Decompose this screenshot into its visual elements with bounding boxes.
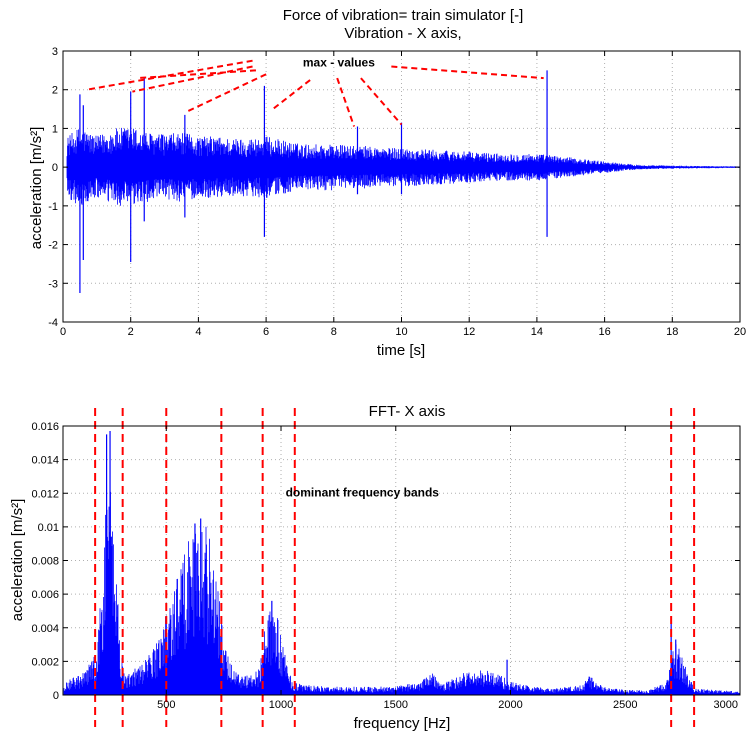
bottom-yaxis-label: acceleration [m/s²]	[9, 499, 26, 622]
bottom-chart-title: FFT- X axis	[369, 403, 446, 420]
top-chart-title: Force of vibration= train simulator [-]	[283, 7, 524, 24]
bottom-annotation: dominant frequency bands	[286, 486, 440, 500]
bottom-x-tick-label: 500	[157, 699, 175, 711]
max-values-pointer	[336, 77, 356, 127]
bottom-y-tick-label: 0.012	[31, 488, 59, 500]
max-values-pointer	[360, 77, 403, 126]
bottom-y-tick-label: 0.004	[31, 623, 59, 635]
top-x-tick-label: 4	[195, 326, 201, 338]
max-values-pointer	[86, 59, 253, 91]
top-yaxis-label: acceleration [m/s²]	[28, 127, 45, 250]
time-domain-chart: Force of vibration= train simulator [-] …	[28, 7, 746, 359]
bottom-y-tick-label: 0	[53, 690, 59, 702]
top-y-tick-label: 1	[52, 123, 58, 135]
fft-chart: FFT- X axis dominant frequency bands 500…	[9, 403, 741, 732]
bottom-x-tick-label: 1000	[269, 699, 293, 711]
dominant-band-lines	[94, 408, 696, 727]
bottom-y-tick-label: 0.016	[31, 421, 59, 433]
bottom-y-tick-label: 0.002	[31, 656, 59, 668]
max-values-label: max - values	[303, 55, 375, 69]
top-x-tick-label: 14	[531, 326, 543, 338]
top-x-tick-label: 10	[395, 326, 407, 338]
top-x-tick-label: 6	[263, 326, 269, 338]
bottom-ticks: 500 1000 1500 2000 2500 3000 0 0.002 0.004 0.006 0…	[31, 421, 741, 711]
top-y-tick-label: 0	[52, 162, 58, 174]
fft-spectrum-trace	[63, 491, 741, 695]
bottom-x-tick-label: 2500	[613, 699, 637, 711]
max-values-annotation: max - values	[86, 55, 544, 127]
top-y-tick-label: -3	[48, 278, 58, 290]
top-x-tick-label: 12	[463, 326, 475, 338]
bottom-x-tick-label: 1500	[384, 699, 408, 711]
top-chart-subtitle: Vibration - X axis,	[344, 25, 461, 42]
bottom-x-tick-label: 2000	[498, 699, 522, 711]
bottom-y-tick-label: 0.014	[31, 455, 59, 467]
top-x-tick-label: 8	[331, 326, 337, 338]
max-values-pointer	[272, 79, 311, 110]
top-y-tick-label: -4	[48, 317, 58, 329]
max-values-pointer	[391, 65, 544, 80]
top-x-tick-label: 18	[666, 326, 678, 338]
top-xaxis-label: time [s]	[377, 342, 425, 359]
top-y-tick-label: -1	[48, 201, 58, 213]
bottom-y-tick-label: 0.008	[31, 556, 59, 568]
top-x-tick-label: 2	[128, 326, 134, 338]
bottom-y-tick-label: 0.01	[38, 522, 59, 534]
top-x-tick-label: 16	[598, 326, 610, 338]
top-y-tick-label: -2	[48, 240, 58, 252]
top-x-tick-label: 20	[734, 326, 746, 338]
max-values-pointer	[187, 73, 267, 112]
fft-spectrum-series	[63, 431, 741, 695]
top-y-tick-label: 3	[52, 46, 58, 58]
bottom-xaxis-label: frequency [Hz]	[354, 715, 451, 732]
max-values-pointer	[132, 65, 253, 93]
bottom-y-tick-label: 0.006	[31, 589, 59, 601]
top-x-tick-label: 0	[60, 326, 66, 338]
top-y-tick-label: 2	[52, 85, 58, 97]
top-signal-series	[66, 70, 741, 293]
bottom-x-tick-label: 3000	[714, 699, 738, 711]
